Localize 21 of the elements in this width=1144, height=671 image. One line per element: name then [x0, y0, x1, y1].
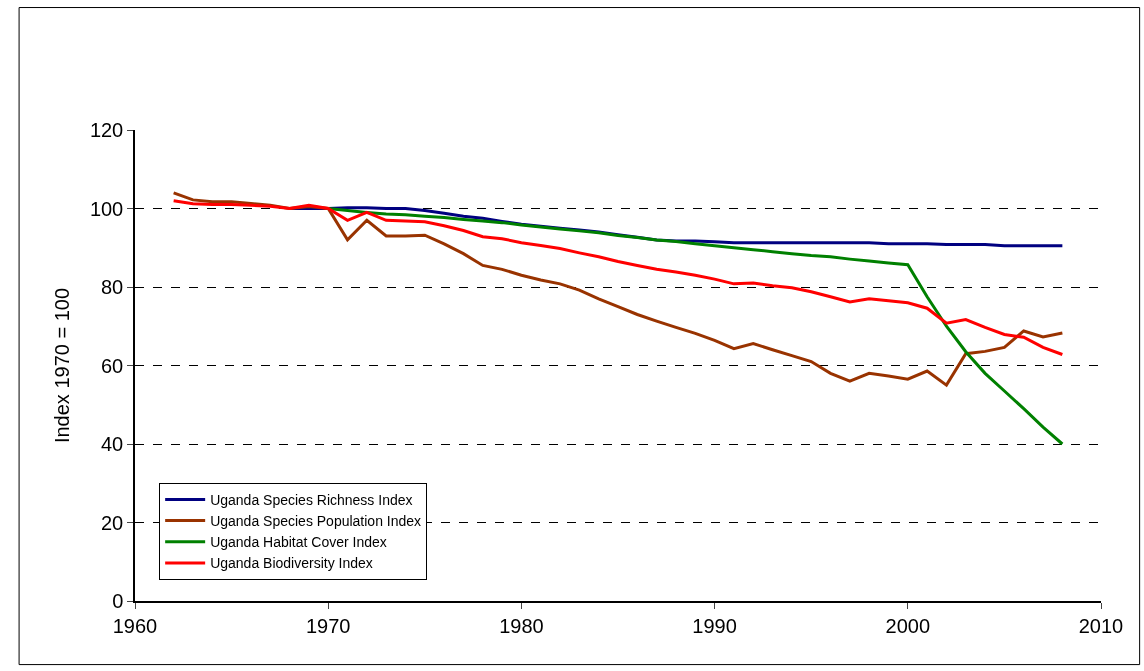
y-tick-label: 20 — [101, 511, 124, 534]
x-tick-label: 2010 — [1078, 614, 1124, 637]
x-tick-label: 1960 — [112, 614, 158, 637]
y-tick-label: 60 — [101, 354, 124, 377]
y-tick-label: 0 — [112, 590, 124, 612]
legend-label: Uganda Species Richness Index — [210, 491, 413, 508]
y-axis-title: Index 1970 = 100 — [50, 287, 73, 444]
y-tick-label: 80 — [101, 276, 124, 298]
x-tick-label: 2000 — [885, 614, 931, 637]
x-tick-label: 1990 — [692, 614, 737, 637]
x-tick-label: 1980 — [499, 614, 544, 637]
legend-label: Uganda Biodiversity Index — [210, 555, 373, 572]
y-tick-label: 100 — [89, 197, 124, 220]
line-series — [172, 191, 1064, 387]
y-tick-label: 40 — [101, 433, 124, 455]
line-series — [172, 199, 1064, 357]
line-series — [326, 207, 1064, 446]
legend-label: Uganda Species Population Index — [210, 513, 422, 530]
x-tick-label: 1970 — [305, 614, 351, 637]
y-tick-label: 120 — [89, 119, 124, 141]
legend-label: Uganda Habitat Cover Index — [210, 534, 387, 551]
